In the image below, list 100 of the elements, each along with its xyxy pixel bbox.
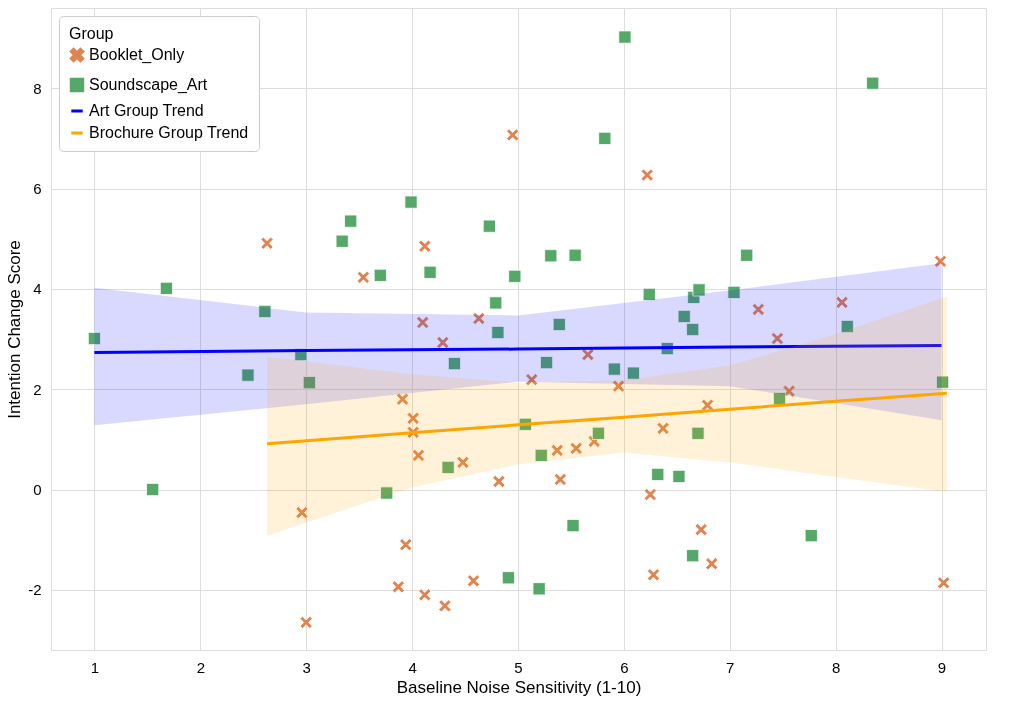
x-tick-label: 2 xyxy=(196,658,205,676)
point xyxy=(618,30,632,44)
point xyxy=(406,411,420,425)
point xyxy=(456,455,470,469)
point xyxy=(740,248,754,262)
point xyxy=(87,332,101,346)
point xyxy=(159,281,173,295)
point xyxy=(553,472,567,486)
x-tick-label: 6 xyxy=(620,658,629,676)
y-tick-label: 8 xyxy=(33,79,42,97)
point xyxy=(508,269,522,283)
point xyxy=(447,357,461,371)
point xyxy=(472,311,486,325)
point xyxy=(423,265,437,279)
y-axis-title: Intention Change Score xyxy=(5,240,25,419)
point xyxy=(705,557,719,571)
point xyxy=(804,529,818,543)
point xyxy=(651,467,665,481)
point xyxy=(241,368,255,382)
point xyxy=(772,392,787,406)
point xyxy=(569,441,583,455)
point xyxy=(677,309,691,323)
x-tick-label: 9 xyxy=(937,658,947,676)
point xyxy=(335,234,349,248)
point xyxy=(525,373,539,387)
point xyxy=(260,236,274,250)
point xyxy=(466,574,481,588)
point xyxy=(640,168,654,182)
legend-label: Booklet_Only xyxy=(89,46,185,64)
point xyxy=(146,482,160,497)
point xyxy=(692,283,706,297)
point xyxy=(534,448,548,462)
point xyxy=(626,366,640,380)
point xyxy=(612,379,626,393)
point xyxy=(840,319,854,334)
x-tick-label: 5 xyxy=(514,658,523,676)
point xyxy=(770,332,784,346)
point xyxy=(436,336,450,350)
y-tick-label: 2 xyxy=(33,380,42,398)
point xyxy=(373,268,387,282)
point xyxy=(643,487,657,502)
x-tick-label: 4 xyxy=(408,658,417,676)
point xyxy=(691,426,705,440)
point xyxy=(399,538,413,552)
line-series xyxy=(265,391,949,446)
point xyxy=(391,580,405,594)
x-tick-label: 8 xyxy=(831,658,841,676)
point xyxy=(568,248,582,262)
point xyxy=(642,287,656,301)
point xyxy=(299,615,313,629)
point xyxy=(727,285,741,299)
point xyxy=(694,523,708,537)
x-tick-label: 3 xyxy=(302,658,311,676)
point xyxy=(396,392,410,406)
point xyxy=(782,384,796,398)
point xyxy=(506,128,520,142)
point xyxy=(751,302,765,316)
x-axis-title: Baseline Noise Sensitivity (1-10) xyxy=(396,677,642,697)
point xyxy=(482,219,496,233)
point xyxy=(598,131,612,145)
point xyxy=(302,376,316,390)
point xyxy=(356,270,370,284)
y-tick-label: 6 xyxy=(33,180,42,198)
legend-label: Art Group Trend xyxy=(89,102,204,119)
y-tick-label: -2 xyxy=(28,581,42,599)
point xyxy=(581,348,595,362)
point xyxy=(295,506,309,520)
y-tick-label: 0 xyxy=(33,481,42,498)
point xyxy=(835,295,849,309)
point xyxy=(550,443,564,457)
x-tick-label: 7 xyxy=(726,658,735,676)
point xyxy=(489,296,503,310)
legend-label: Brochure Group Trend xyxy=(89,124,249,141)
point xyxy=(540,356,554,370)
point xyxy=(438,599,452,613)
point xyxy=(532,582,546,596)
point xyxy=(404,195,418,209)
point xyxy=(492,474,506,488)
point xyxy=(591,426,605,440)
point xyxy=(544,249,558,263)
point xyxy=(686,322,700,337)
point xyxy=(411,448,425,462)
point xyxy=(566,519,580,533)
point xyxy=(607,362,621,376)
legend-title: Group xyxy=(69,25,114,42)
point xyxy=(418,239,432,253)
legend-label: Soundscape_Art xyxy=(89,76,208,94)
point xyxy=(380,486,394,500)
point xyxy=(933,254,947,268)
point xyxy=(501,571,515,585)
point xyxy=(686,549,700,563)
point xyxy=(416,315,430,329)
point xyxy=(937,576,951,590)
point xyxy=(344,214,358,228)
point xyxy=(672,469,686,483)
point xyxy=(552,317,566,332)
point xyxy=(441,460,455,474)
point xyxy=(866,76,880,90)
point xyxy=(646,568,661,582)
point xyxy=(936,375,950,389)
